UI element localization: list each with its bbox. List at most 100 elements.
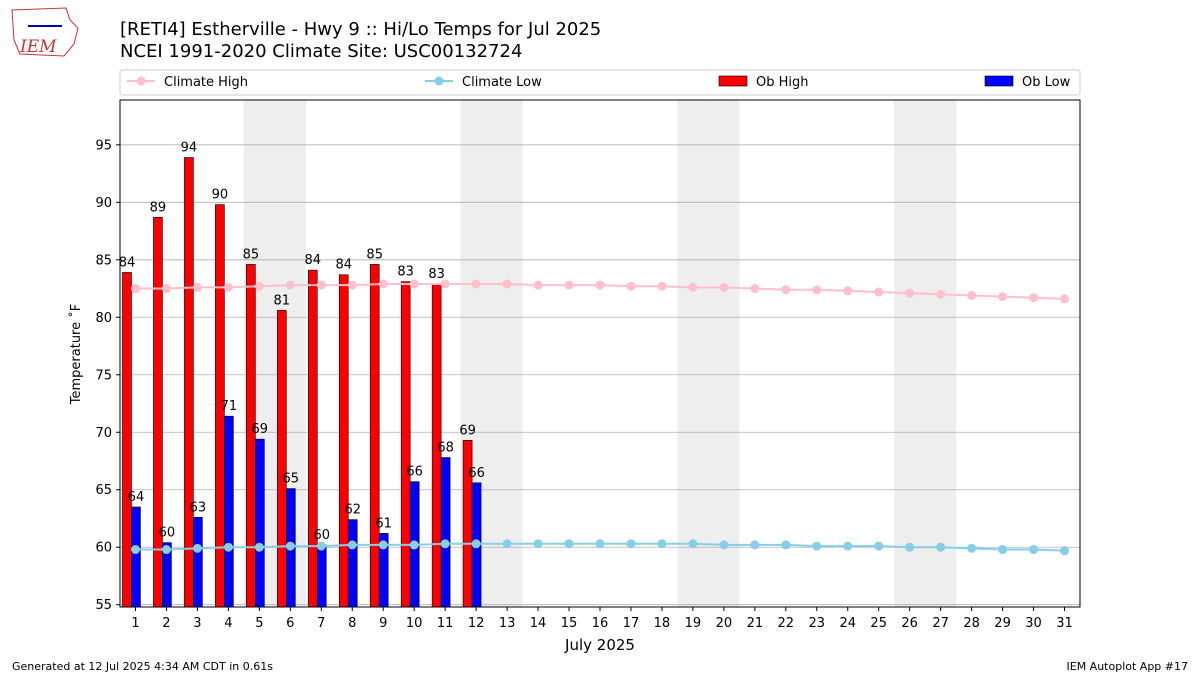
point: [316, 541, 326, 551]
logo: IEM: [11, 7, 79, 57]
point: [254, 281, 264, 291]
data-label: 90: [212, 188, 229, 203]
point: [750, 540, 760, 550]
x-tick-label: 21: [747, 616, 764, 631]
point: [905, 542, 915, 552]
point: [564, 280, 574, 290]
x-tick-label: 22: [778, 616, 795, 631]
point: [471, 539, 481, 549]
data-label: 60: [159, 526, 176, 541]
point: [719, 540, 729, 550]
y-axis-label: Temperature ˚F: [68, 304, 84, 405]
data-label: 81: [274, 293, 291, 308]
bar: [338, 274, 349, 608]
point: [316, 280, 326, 290]
y-tick-label: 95: [95, 138, 112, 153]
x-tick-label: 10: [406, 616, 423, 631]
point: [285, 541, 295, 551]
point: [657, 539, 667, 549]
point: [657, 281, 667, 291]
data-label: 66: [468, 466, 485, 481]
point: [781, 540, 791, 550]
point: [905, 288, 915, 298]
point: [1029, 293, 1039, 303]
point: [347, 540, 357, 550]
point: [843, 286, 853, 296]
point: [688, 539, 698, 549]
point: [409, 540, 419, 550]
bar: [122, 272, 132, 608]
x-tick-label: 17: [623, 616, 640, 631]
point: [1029, 545, 1039, 555]
point: [1060, 294, 1070, 304]
point: [378, 279, 388, 289]
data-label: 64: [128, 490, 145, 505]
x-tick-label: 6: [286, 616, 294, 631]
point: [843, 541, 853, 551]
data-label: 68: [437, 441, 454, 456]
bar: [307, 269, 318, 608]
data-label: 61: [375, 516, 392, 531]
x-tick-label: 30: [1025, 616, 1042, 631]
legend-marker: [434, 76, 444, 86]
bar: [184, 157, 194, 608]
x-tick-label: 31: [1056, 616, 1073, 631]
data-label: 71: [221, 399, 238, 414]
data-label: 85: [366, 247, 383, 262]
legend-swatch: [984, 75, 1014, 87]
point: [626, 539, 636, 549]
point: [192, 543, 202, 553]
chart-subtitle: NCEI 1991-2020 Climate Site: USC00132724: [120, 41, 522, 62]
x-tick-label: 7: [317, 616, 325, 631]
bar: [277, 310, 287, 608]
data-label: 60: [313, 528, 330, 543]
chart-title: [RETI4] Estherville - Hwy 9 :: Hi/Lo Tem…: [120, 19, 601, 40]
data-label: 62: [344, 503, 361, 518]
data-label: 84: [119, 255, 136, 270]
data-label: 65: [283, 472, 300, 487]
x-tick-label: 4: [224, 616, 232, 631]
point: [936, 542, 946, 552]
point: [595, 280, 605, 290]
bar: [440, 457, 451, 608]
data-label: 69: [459, 423, 476, 438]
legend-swatch: [718, 75, 748, 87]
x-tick-label: 20: [716, 616, 733, 631]
point: [440, 539, 450, 549]
bar: [224, 415, 234, 608]
shaded-span: [677, 100, 740, 607]
point: [874, 287, 884, 297]
y-tick-label: 65: [95, 483, 112, 498]
x-tick-label: 19: [685, 616, 702, 631]
x-tick-label: 15: [561, 616, 578, 631]
x-tick-label: 14: [530, 616, 547, 631]
y-tick-label: 75: [95, 368, 112, 383]
x-tick-label: 29: [994, 616, 1011, 631]
legend-marker: [136, 76, 146, 86]
x-tick-label: 9: [379, 616, 387, 631]
data-label: 63: [190, 500, 207, 515]
point: [595, 539, 605, 549]
x-tick-label: 24: [839, 616, 856, 631]
point: [130, 545, 140, 555]
x-tick-label: 26: [901, 616, 918, 631]
data-label: 89: [150, 200, 167, 215]
bar: [400, 281, 411, 608]
data-label: 69: [252, 422, 269, 437]
point: [967, 543, 977, 553]
data-label: 84: [335, 258, 352, 273]
point: [161, 284, 171, 294]
x-tick-label: 23: [809, 616, 826, 631]
data-label: 66: [406, 465, 423, 480]
point: [998, 545, 1008, 555]
point: [967, 290, 977, 300]
point: [533, 539, 543, 549]
bar: [316, 544, 327, 608]
x-tick-label: 16: [592, 616, 609, 631]
legend-label: Ob High: [756, 75, 809, 90]
x-tick-label: 1: [131, 616, 139, 631]
point: [719, 282, 729, 292]
point: [750, 284, 760, 294]
x-tick-label: 12: [468, 616, 485, 631]
